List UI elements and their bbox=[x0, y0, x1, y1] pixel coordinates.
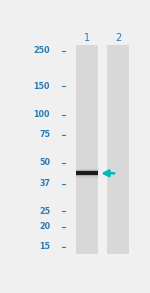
Text: 37: 37 bbox=[39, 179, 50, 188]
Text: 15: 15 bbox=[39, 242, 50, 251]
Text: 2: 2 bbox=[115, 33, 121, 42]
Text: 1: 1 bbox=[84, 33, 90, 42]
Bar bbox=[107, 45, 129, 254]
Text: 100: 100 bbox=[34, 110, 50, 119]
Bar bbox=[76, 45, 98, 254]
Text: 25: 25 bbox=[39, 207, 50, 216]
Text: 75: 75 bbox=[39, 130, 50, 139]
Bar bbox=[76, 169, 98, 178]
Text: 50: 50 bbox=[39, 158, 50, 167]
Bar bbox=[76, 171, 98, 175]
Bar bbox=[76, 170, 98, 176]
Text: 250: 250 bbox=[33, 46, 50, 55]
Text: 20: 20 bbox=[39, 222, 50, 231]
Text: 150: 150 bbox=[34, 82, 50, 91]
